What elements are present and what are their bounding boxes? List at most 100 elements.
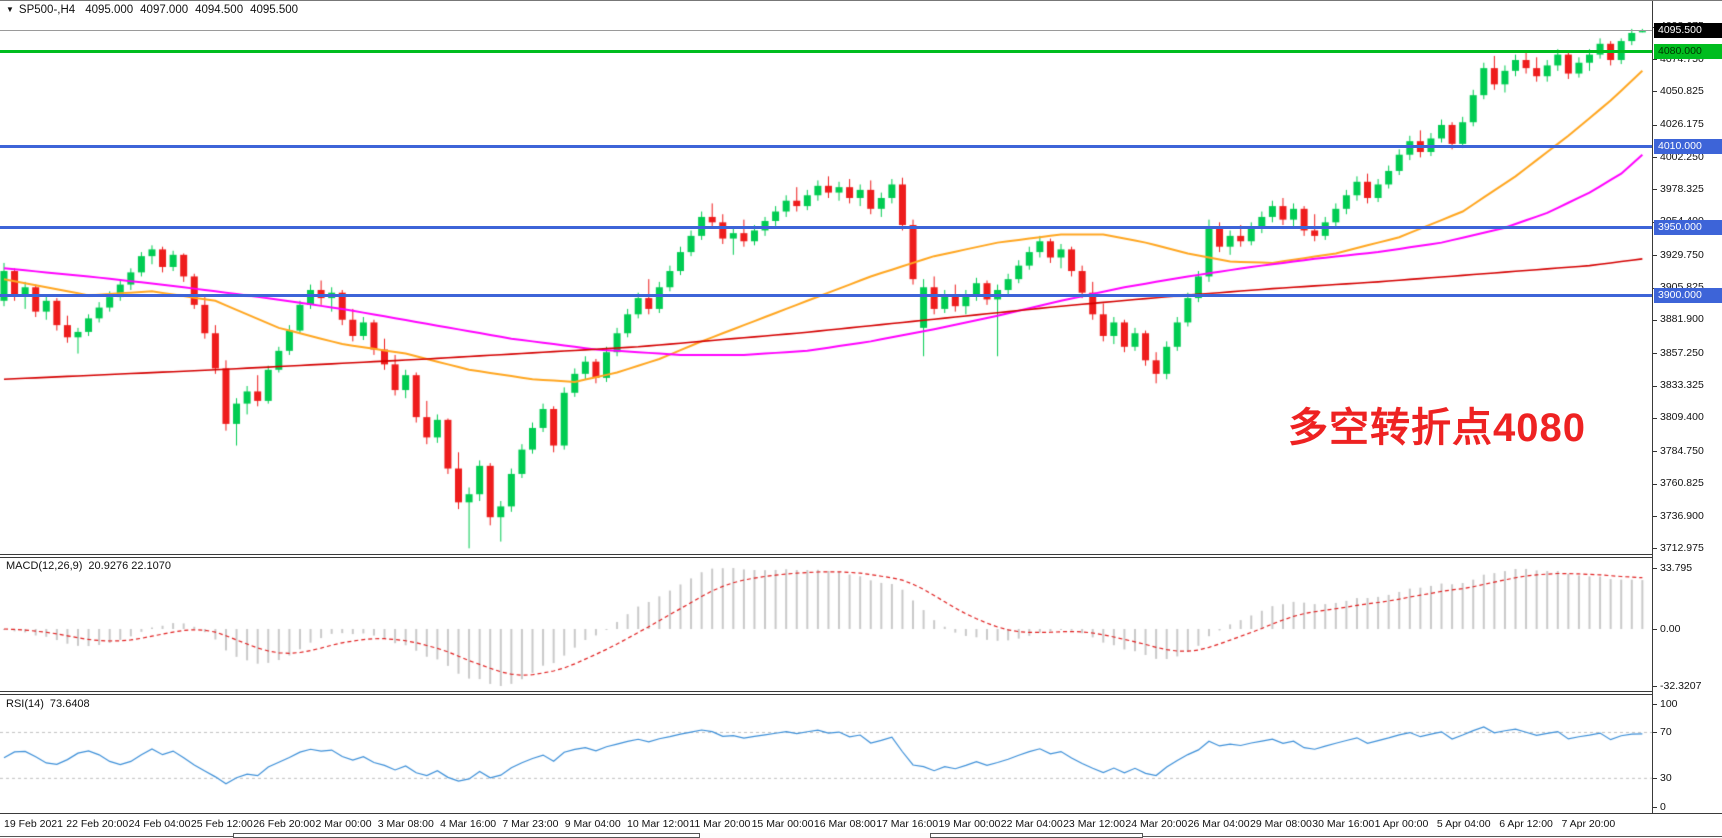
price-tick-mark	[1653, 417, 1657, 419]
price-level-badge: 3900.000	[1654, 287, 1722, 303]
rsi-tick-label: 70	[1660, 725, 1672, 738]
time-tick-label: 7 Apr 20:00	[1561, 818, 1616, 830]
time-tick-label: 24 Mar 20:00	[1125, 818, 1188, 830]
price-tick-mark	[1653, 319, 1657, 321]
rsi-tick-mark	[1653, 778, 1657, 780]
time-tick-label: 10 Mar 12:00	[627, 818, 689, 830]
time-tick-label: 24 Feb 04:00	[128, 818, 191, 830]
price-tick-mark	[1653, 91, 1657, 93]
rsi-chart-canvas[interactable]	[0, 695, 1652, 811]
strip-scrollbar-segment[interactable]	[233, 833, 700, 838]
macd-chart-canvas[interactable]	[0, 558, 1652, 692]
time-tick-label: 4 Mar 16:00	[440, 818, 497, 830]
symbol-timeframe-label: SP500-,H4	[18, 4, 76, 16]
price-tick-mark	[1653, 255, 1657, 257]
ohlc-open: 4095.000	[85, 4, 134, 16]
time-tick-label: 7 Mar 23:00	[502, 818, 559, 830]
price-level-badge: 4010.000	[1654, 139, 1722, 155]
price-level-badge: 4095.500	[1654, 23, 1722, 39]
rsi-name: RSI(14)	[6, 698, 44, 710]
time-tick-label: 30 Mar 16:00	[1312, 818, 1375, 830]
macd-tick-label: 0.00	[1660, 622, 1681, 635]
price-tick-mark	[1653, 516, 1657, 517]
time-tick-label: 16 Mar 08:00	[813, 818, 876, 830]
symbol-info: ▼ SP500-,H4 4095.000 4097.000 4094.500 4095.5…	[6, 4, 305, 16]
price-tick-label: 4050.825	[1660, 84, 1704, 97]
macd-tick-mark	[1653, 629, 1657, 630]
panel-divider[interactable]	[0, 554, 1722, 558]
price-tick-label: 3929.750	[1660, 248, 1704, 261]
strip-line	[0, 836, 233, 837]
price-axis[interactable]: 4098.6754074.7504050.8254026.1754002.250…	[1652, 1, 1722, 813]
price-tick-mark	[1653, 451, 1657, 453]
price-level-line[interactable]	[0, 50, 1652, 54]
panel-divider[interactable]	[0, 691, 1722, 695]
price-level-line[interactable]	[0, 226, 1652, 230]
rsi-tick-mark	[1653, 807, 1657, 808]
rsi-tick-label: 0	[1660, 800, 1666, 813]
time-tick-label: 15 Mar 00:00	[751, 818, 814, 830]
candlestick-chart-canvas[interactable]	[0, 1, 1652, 555]
rsi-panel: RSI(14) 73.6408	[0, 695, 1722, 811]
price-tick-label: 3809.400	[1660, 411, 1704, 424]
time-tick-label: 19 Feb 2021	[4, 818, 63, 830]
price-tick-label: 3736.900	[1660, 509, 1704, 522]
time-tick-label: 11 Mar 20:00	[689, 818, 751, 830]
price-tick-label: 3857.250	[1660, 346, 1704, 359]
time-tick-label: 6 Apr 12:00	[1499, 818, 1553, 830]
rsi-tick-label: 30	[1660, 771, 1672, 784]
price-tick-mark	[1653, 189, 1657, 191]
time-tick-label: 29 Mar 08:00	[1250, 818, 1312, 830]
macd-panel: MACD(12,26,9) 20.9276 22.1070	[0, 558, 1722, 692]
time-axis[interactable]: 19 Feb 2021 22 Feb 20:00 24 Feb 04:00 25 Fe…	[0, 813, 1722, 833]
price-tick-mark	[1653, 385, 1657, 387]
price-tick-label: 3784.750	[1660, 444, 1704, 457]
price-level-line[interactable]	[0, 145, 1652, 149]
time-tick-label: 17 Mar 16:00	[876, 818, 939, 830]
macd-tick-mark	[1653, 686, 1657, 687]
time-tick-label: 26 Feb 20:00	[253, 818, 316, 830]
macd-label: MACD(12,26,9) 20.9276 22.1070	[6, 560, 177, 572]
collapse-triangle-icon[interactable]: ▼	[6, 5, 14, 14]
macd-values: 20.9276 22.1070	[88, 560, 172, 572]
price-level-line[interactable]	[0, 293, 1652, 297]
price-level-line[interactable]	[0, 30, 1652, 32]
strip-scrollbar-segment[interactable]	[930, 833, 1143, 838]
macd-tick-label: 33.795	[1660, 561, 1693, 574]
rsi-tick-mark	[1653, 732, 1657, 734]
rsi-label: RSI(14) 73.6408	[6, 698, 96, 710]
time-tick-label: 25 Feb 12:00	[190, 818, 253, 830]
price-tick-mark	[1653, 548, 1657, 550]
price-level-badge: 3950.000	[1654, 220, 1722, 236]
ohlc-high: 4097.000	[140, 4, 189, 16]
price-tick-mark	[1653, 59, 1657, 60]
time-tick-label: 5 Apr 04:00	[1436, 818, 1491, 830]
strip-line	[1143, 836, 1722, 837]
price-tick-label: 3760.825	[1660, 477, 1704, 490]
price-tick-mark	[1653, 483, 1657, 485]
time-tick-label: 19 Mar 00:00	[938, 818, 1001, 830]
time-tick-label: 3 Mar 08:00	[377, 818, 434, 830]
ohlc-close: 4095.500	[250, 4, 299, 16]
time-tick-label: 1 Apr 00:00	[1374, 818, 1429, 830]
time-tick-label: 2 Mar 00:00	[315, 818, 372, 830]
price-tick-mark	[1653, 353, 1657, 355]
price-tick-label: 4026.175	[1660, 118, 1704, 131]
price-level-badge: 4080.000	[1654, 44, 1722, 60]
chart-annotation-text: 多空转折点4080	[1288, 406, 1586, 450]
price-tick-label: 3833.325	[1660, 379, 1704, 392]
time-tick-label: 23 Mar 12:00	[1063, 818, 1125, 830]
macd-tick-mark	[1653, 568, 1657, 569]
rsi-tick-mark	[1653, 704, 1657, 705]
ohlc-low: 4094.500	[195, 4, 244, 16]
macd-tick-label: -32.3207	[1660, 679, 1702, 692]
price-tick-label: 3712.975	[1660, 541, 1704, 554]
time-tick-label: 9 Mar 04:00	[564, 818, 621, 830]
time-tick-label: 22 Mar 04:00	[1000, 818, 1063, 830]
time-tick-label: 26 Mar 04:00	[1187, 818, 1250, 830]
bottom-window-strip	[0, 833, 1722, 838]
rsi-value: 73.6408	[49, 698, 90, 710]
price-tick-label: 3881.900	[1660, 313, 1704, 326]
main-chart-panel: ▼ SP500-,H4 4095.000 4097.000 4094.500 4095.5…	[0, 1, 1722, 555]
